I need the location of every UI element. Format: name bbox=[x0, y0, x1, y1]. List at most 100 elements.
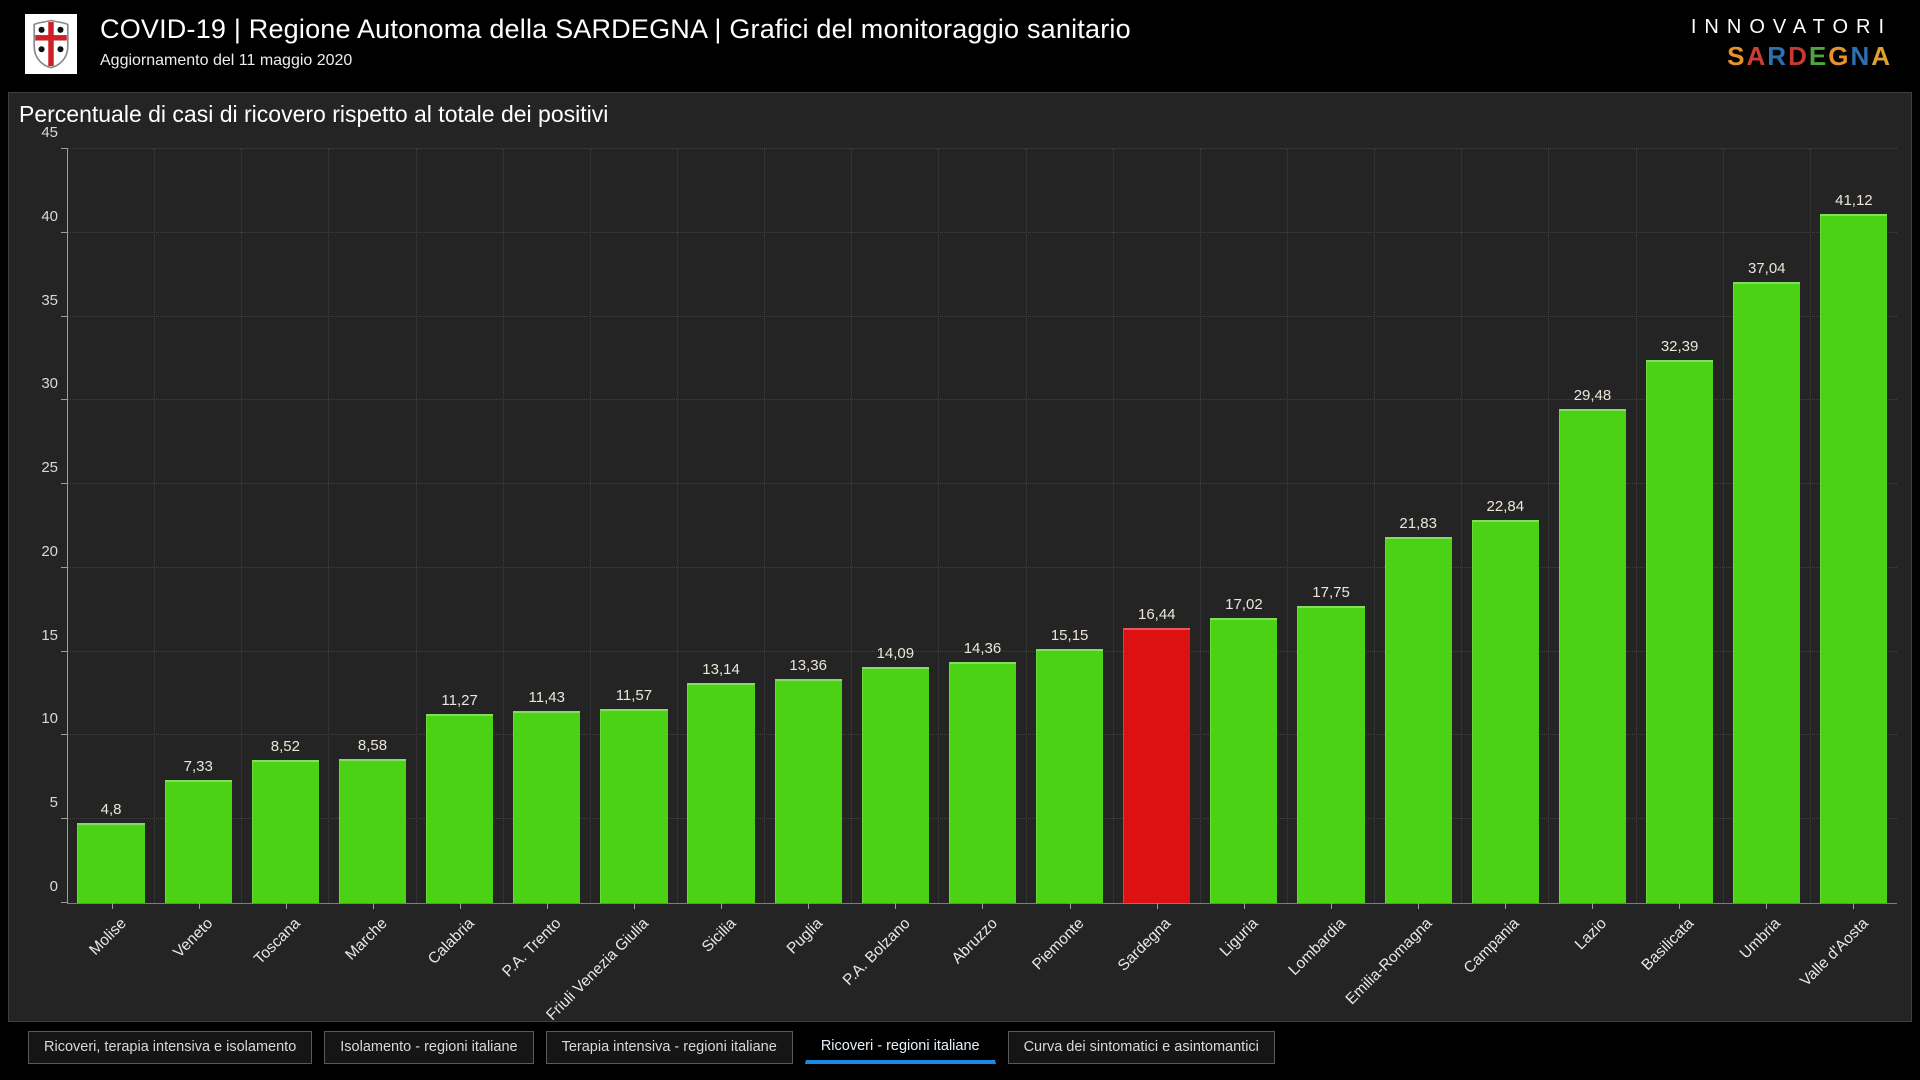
x-axis-tick bbox=[547, 903, 549, 909]
tab-ricoveri-terapia-intensiva-e-isolamento[interactable]: Ricoveri, terapia intensiva e isolamento bbox=[28, 1031, 313, 1064]
bar-lombardia[interactable] bbox=[1297, 605, 1365, 903]
bar-umbria[interactable] bbox=[1733, 282, 1801, 903]
x-axis-tick bbox=[459, 903, 461, 909]
x-axis-label: Calabria bbox=[425, 915, 478, 968]
x-axis-tick bbox=[895, 903, 897, 909]
bar-p-a-bolzano[interactable] bbox=[861, 666, 929, 903]
tab-curva-dei-sintomatici-e-asintomantici[interactable]: Curva dei sintomatici e asintomantici bbox=[1007, 1031, 1275, 1064]
x-axis-label: Toscana bbox=[250, 915, 304, 968]
bar-value-label: 7,33 bbox=[183, 758, 213, 776]
x-label-slot: Toscana bbox=[242, 903, 329, 1021]
horizontal-gridline bbox=[68, 315, 1897, 317]
bar-chart-plot-area: 0 5 10 15 20 25 30 35 40 45 4,8 7,33 8,52 8,58 11,27 1… bbox=[41, 124, 1897, 1024]
bar-value-label: 15,15 bbox=[1050, 627, 1089, 645]
x-label-slot: Sicilia bbox=[678, 903, 765, 1021]
y-axis-tick-label: 5 bbox=[49, 794, 58, 812]
bar-molise[interactable] bbox=[77, 822, 145, 903]
x-label-slot: Marche bbox=[329, 903, 416, 1021]
bar-value-label: 11,27 bbox=[441, 692, 478, 710]
bar-liguria[interactable] bbox=[1210, 617, 1278, 903]
y-axis-tick-label: 20 bbox=[41, 542, 58, 560]
y-axis-tick bbox=[61, 818, 68, 820]
x-label-slot: Veneto bbox=[155, 903, 242, 1021]
x-axis-tick bbox=[1330, 903, 1332, 909]
bar-slot: 15,15 bbox=[1027, 149, 1114, 903]
bar-emilia-romagna[interactable] bbox=[1384, 537, 1452, 903]
bar-slot: 41,12 bbox=[1811, 149, 1897, 903]
bar-slot: 21,83 bbox=[1375, 149, 1463, 903]
x-axis-labels: Molise Veneto Toscana Marche Calabria P.A. Tr… bbox=[68, 903, 1897, 1024]
chart-tabs: Ricoveri, terapia intensiva e isolamento… bbox=[28, 1031, 1275, 1064]
bar-value-label: 8,52 bbox=[270, 738, 300, 756]
y-axis-tick bbox=[61, 315, 68, 317]
x-label-slot: Abruzzo bbox=[939, 903, 1026, 1021]
brand-letter: S bbox=[1727, 41, 1747, 71]
bar-friuli-venezia-giulia[interactable] bbox=[600, 709, 668, 903]
y-axis-tick bbox=[61, 566, 68, 568]
x-axis-label: Piemonte bbox=[1029, 915, 1088, 974]
horizontal-gridline bbox=[68, 399, 1897, 401]
brand-letter: D bbox=[1788, 41, 1809, 71]
bar-lazio[interactable] bbox=[1558, 409, 1627, 903]
bar-value-label: 13,14 bbox=[702, 660, 740, 678]
chart-title: Percentuale di casi di ricovero rispetto… bbox=[19, 101, 609, 127]
x-axis-label: Lombardia bbox=[1285, 915, 1349, 979]
bar-campania[interactable] bbox=[1471, 520, 1539, 903]
x-axis-label: Veneto bbox=[170, 915, 217, 962]
y-axis-tick-label: 10 bbox=[41, 710, 58, 728]
brand-letter: R bbox=[1767, 41, 1789, 71]
bar-calabria[interactable] bbox=[426, 714, 494, 903]
bar-valle-d-aosta[interactable] bbox=[1820, 214, 1888, 903]
bar-value-label: 13,36 bbox=[789, 657, 827, 675]
x-axis-tick bbox=[1243, 903, 1245, 909]
horizontal-gridline bbox=[68, 650, 1897, 652]
bar-slot: 37,04 bbox=[1724, 149, 1811, 903]
tab-terapia-intensiva-regioni-italiane[interactable]: Terapia intensiva - regioni italiane bbox=[545, 1031, 793, 1064]
x-axis-tick bbox=[982, 903, 984, 909]
bar-value-label: 14,36 bbox=[963, 640, 1002, 658]
bar-slot: 32,39 bbox=[1637, 149, 1724, 903]
x-label-slot: P.A. Trento bbox=[499, 903, 590, 1021]
x-label-slot: Emilia-Romagna bbox=[1343, 903, 1461, 1021]
horizontal-gridline bbox=[68, 231, 1897, 233]
bar-marche[interactable] bbox=[338, 759, 407, 903]
y-axis-tick bbox=[61, 650, 68, 652]
x-label-slot: P.A. Bolzano bbox=[839, 903, 939, 1021]
x-label-slot: Calabria bbox=[416, 903, 503, 1021]
x-axis-label: P.A. Trento bbox=[499, 915, 566, 981]
bar-value-label: 29,48 bbox=[1573, 387, 1612, 405]
x-label-slot: Piemonte bbox=[1026, 903, 1113, 1021]
bar-slot: 13,14 bbox=[678, 149, 766, 903]
bar-value-label: 16,44 bbox=[1137, 605, 1176, 623]
x-axis-tick bbox=[285, 903, 287, 909]
x-axis-tick bbox=[634, 903, 636, 909]
brand-letter: A bbox=[1871, 41, 1892, 71]
y-axis-tick bbox=[61, 148, 68, 149]
bar-puglia[interactable] bbox=[774, 679, 842, 903]
app-header: COVID-19 | Regione Autonoma della SARDEG… bbox=[0, 0, 1920, 88]
x-label-slot: Umbria bbox=[1723, 903, 1810, 1021]
x-axis-label: Sicilia bbox=[698, 915, 740, 956]
bar-basilicata[interactable] bbox=[1646, 360, 1714, 903]
bar-abruzzo[interactable] bbox=[948, 662, 1017, 903]
bar-value-label: 41,12 bbox=[1835, 192, 1873, 210]
x-label-slot: Molise bbox=[68, 903, 155, 1021]
bar-toscana[interactable] bbox=[251, 760, 319, 903]
bar-sardegna[interactable] bbox=[1123, 627, 1191, 903]
y-axis-tick bbox=[61, 399, 68, 401]
bar-sicilia[interactable] bbox=[687, 682, 755, 903]
x-label-slot: Lombardia bbox=[1285, 903, 1374, 1021]
bar-slot: 14,09 bbox=[852, 149, 940, 903]
bar-value-label: 14,09 bbox=[876, 644, 915, 662]
bar-veneto[interactable] bbox=[164, 780, 232, 903]
bar-value-label: 21,83 bbox=[1399, 515, 1437, 533]
bar-p-a-trento[interactable] bbox=[513, 711, 581, 903]
x-axis-tick bbox=[1853, 903, 1855, 909]
footer-tab-bar: Ricoveri, terapia intensiva e isolamento… bbox=[0, 1022, 1920, 1080]
tab-ricoveri-regioni-italiane[interactable]: Ricoveri - regioni italiane bbox=[804, 1031, 996, 1064]
bar-value-label: 4,8 bbox=[100, 800, 122, 818]
x-label-slot: Lazio bbox=[1549, 903, 1636, 1021]
x-axis-tick bbox=[1766, 903, 1768, 909]
tab-isolamento-regioni-italiane[interactable]: Isolamento - regioni italiane bbox=[324, 1031, 534, 1064]
bar-piemonte[interactable] bbox=[1036, 649, 1104, 903]
